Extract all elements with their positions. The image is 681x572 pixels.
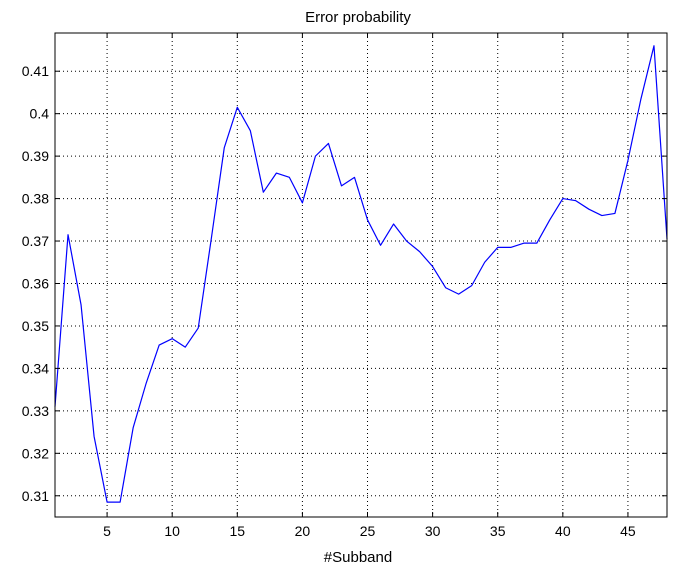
series-layer [54,45,668,503]
x-tick-label: 5 [103,523,111,539]
series-line [54,45,668,503]
x-tick-label: 30 [425,523,441,539]
y-tick-label: 0.34 [22,360,49,376]
chart-title: Error probability [305,9,411,26]
x-tick-label: 40 [555,523,571,539]
grid-layer [55,33,667,517]
plot-area [55,33,667,517]
x-tick-label: 15 [230,523,246,539]
y-tick-label: 0.39 [22,148,49,164]
y-tick-label: 0.38 [22,191,49,207]
x-axis-label: #Subband [324,549,392,566]
y-tick-label: 0.36 [22,275,49,291]
tick-layer [55,33,667,517]
label-layer: 5 10 15 20 25 30 35 40 45 0.31 0.32 0.33 0.34 0.35 0.3… [22,63,636,539]
y-tick-label: 0.31 [22,488,49,504]
x-tick-label: 25 [360,523,376,539]
x-tick-label: 10 [164,523,180,539]
axes-box [54,32,668,518]
y-tick-label: 0.33 [22,403,49,419]
y-tick-label: 0.37 [22,233,49,249]
x-tick-label: 35 [490,523,506,539]
x-tick-label: 45 [620,523,636,539]
y-tick-label: 0.4 [30,106,50,122]
x-tick-label: 20 [295,523,311,539]
y-tick-label: 0.41 [22,63,49,79]
y-tick-label: 0.35 [22,318,49,334]
y-tick-label: 0.32 [22,445,49,461]
